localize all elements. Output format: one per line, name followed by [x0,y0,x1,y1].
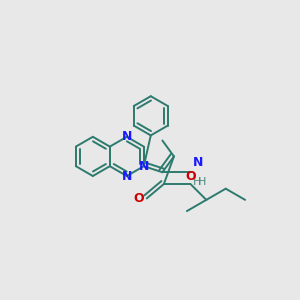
Text: N: N [122,130,132,143]
Text: N: N [193,157,203,169]
Text: O: O [185,169,196,183]
Text: H: H [198,177,206,187]
Text: N: N [139,160,149,173]
Text: H: H [193,177,201,187]
Text: O: O [133,192,144,205]
Text: N: N [122,169,132,182]
